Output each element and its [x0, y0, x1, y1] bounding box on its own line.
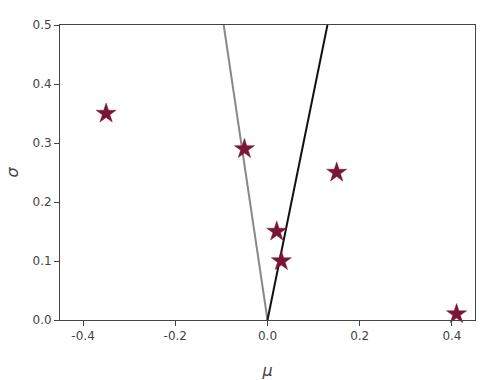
svg-text:0.3: 0.3 — [33, 136, 52, 150]
svg-text:0.4: 0.4 — [442, 329, 461, 343]
svg-text:0.4: 0.4 — [33, 77, 52, 91]
svg-text:μ: μ — [261, 361, 272, 380]
svg-text:σ: σ — [3, 167, 22, 178]
svg-text:0.0: 0.0 — [258, 329, 277, 343]
svg-text:0.2: 0.2 — [33, 195, 52, 209]
svg-text:0.2: 0.2 — [350, 329, 369, 343]
svg-text:0.5: 0.5 — [33, 18, 52, 32]
svg-text:-0.4: -0.4 — [71, 329, 94, 343]
svg-text:0.0: 0.0 — [33, 313, 52, 327]
svg-text:-0.2: -0.2 — [164, 329, 187, 343]
svg-text:0.1: 0.1 — [33, 254, 52, 268]
